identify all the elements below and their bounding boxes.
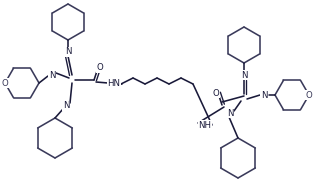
Text: O: O [97, 64, 103, 73]
Text: NH: NH [198, 121, 212, 129]
Text: O: O [2, 78, 8, 88]
Text: N: N [63, 101, 69, 111]
Text: O: O [306, 91, 312, 99]
Text: N: N [261, 91, 267, 99]
Text: N: N [227, 108, 233, 118]
Text: O: O [213, 88, 219, 98]
Text: N: N [65, 47, 71, 57]
Text: HN: HN [107, 80, 121, 88]
Text: N: N [241, 70, 247, 80]
Text: N: N [49, 70, 55, 80]
